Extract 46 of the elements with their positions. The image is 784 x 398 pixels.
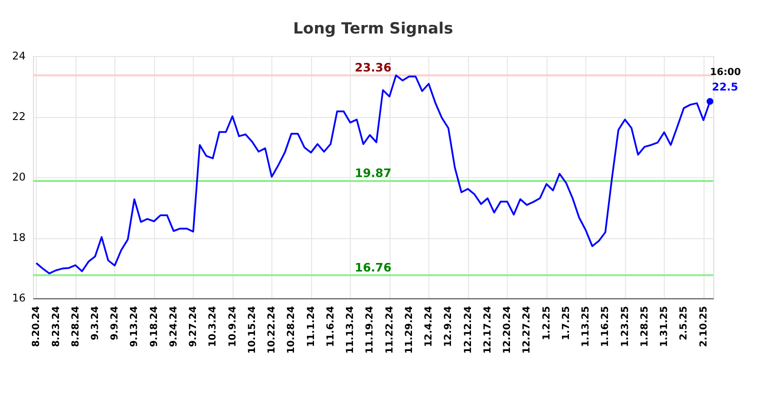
y-tick-label: 16 <box>12 292 26 305</box>
x-tick-label: 10.22.24 <box>266 306 278 354</box>
x-tick-label: 10.3.24 <box>208 306 219 348</box>
x-tick-label: 10.9.24 <box>227 306 238 348</box>
x-tick-label: 11.22.24 <box>384 306 396 354</box>
x-tick-label: 11.19.24 <box>364 306 376 354</box>
ref-line-label: 23.36 <box>354 60 392 74</box>
x-tick-label: 9.27.24 <box>188 306 200 348</box>
x-tick-label: 11.1.24 <box>306 306 317 348</box>
ref-line-label: 16.76 <box>354 260 392 274</box>
x-tick-label: 12.20.24 <box>502 306 514 354</box>
x-tick-label: 1.13.25 <box>580 306 592 348</box>
x-tick-label: 8.23.24 <box>50 306 62 348</box>
x-tick-label: 12.9.24 <box>443 306 454 348</box>
y-tick-label: 22 <box>12 110 26 123</box>
x-tick-label: 12.4.24 <box>424 306 435 348</box>
x-tick-label: 8.28.24 <box>70 306 82 348</box>
x-tick-label: 10.28.24 <box>286 306 298 354</box>
x-tick-label: 1.7.25 <box>560 306 572 340</box>
chart-title: Long Term Signals <box>293 20 454 38</box>
x-tick-label: 9.13.24 <box>129 306 140 348</box>
x-tick-label: 1.2.25 <box>541 306 552 340</box>
x-tick-label: 1.23.25 <box>620 306 631 348</box>
x-tick-label: 8.20.24 <box>31 306 42 348</box>
annotation: 16:00 <box>710 67 742 78</box>
x-tick-label: 2.5.25 <box>678 306 690 340</box>
x-tick-label: 11.6.24 <box>325 306 336 348</box>
x-tick-label: 1.28.25 <box>639 306 650 348</box>
y-tick-label: 24 <box>12 49 26 62</box>
y-tick-label: 20 <box>12 170 26 184</box>
y-tick-label: 18 <box>12 231 26 244</box>
x-tick-label: 1.16.25 <box>600 306 612 348</box>
x-tick-label: 1.31.25 <box>659 306 670 348</box>
ref-line-label: 19.87 <box>354 166 392 180</box>
x-tick-label: 12.12.24 <box>462 306 474 354</box>
x-tick-label: 2.10.25 <box>698 306 710 348</box>
x-tick-label: 12.27.24 <box>522 306 533 354</box>
x-tick-label: 11.13.24 <box>345 306 356 354</box>
x-tick-label: 10.15.24 <box>246 306 258 354</box>
x-tick-label: 12.17.24 <box>482 306 494 354</box>
x-tick-label: 9.18.24 <box>148 306 160 348</box>
data-label: 22.5 <box>712 80 738 94</box>
x-tick-label: 9.9.24 <box>110 306 121 340</box>
x-tick-label: 9.24.24 <box>168 306 180 348</box>
x-tick-label: 11.29.24 <box>404 306 415 354</box>
x-tick-label: 9.3.24 <box>90 306 101 340</box>
